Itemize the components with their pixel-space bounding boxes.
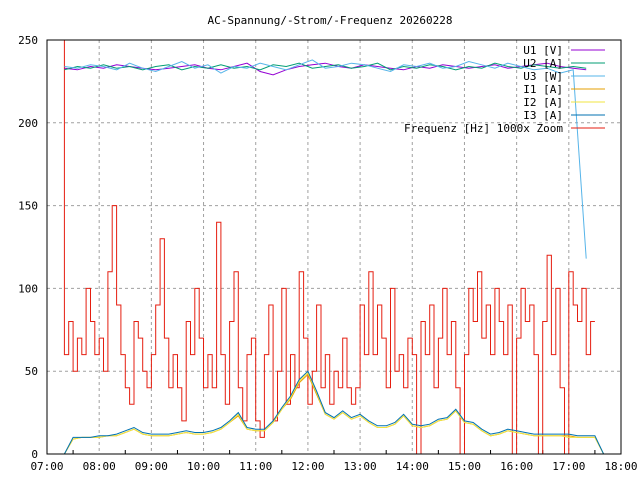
x-tick-labels: 07:00 08:00 09:00 10:00 11:00 12:00 13:00 14:00… xyxy=(30,460,637,473)
chart-title: AC-Spannung/-Strom/-Frequenz 20260228 xyxy=(207,14,452,27)
legend-label: U1 [V] xyxy=(523,44,563,57)
x-tick-label: 18:00 xyxy=(604,460,637,473)
y-tick-label: 250 xyxy=(18,34,38,47)
y-tick-label: 100 xyxy=(18,282,38,295)
x-tick-label: 17:00 xyxy=(552,460,585,473)
x-tick-label: 09:00 xyxy=(135,460,168,473)
x-tick-label: 13:00 xyxy=(344,460,377,473)
x-tick-label: 08:00 xyxy=(83,460,116,473)
plot-lines xyxy=(63,40,605,455)
legend-label: I2 [A] xyxy=(523,96,563,109)
series-line-5 xyxy=(63,370,605,455)
y-tick-label: 150 xyxy=(18,200,38,213)
legend-label: I1 [A] xyxy=(523,83,563,96)
legend-label: U3 [W] xyxy=(523,70,563,83)
y-tick-labels: 0 50 100 150 200 250 xyxy=(18,34,38,461)
legend-label: I3 [A] xyxy=(523,109,563,122)
y-tick-label: 0 xyxy=(31,448,38,461)
x-tick-label: 11:00 xyxy=(239,460,272,473)
series-line-6 xyxy=(63,40,595,455)
series-line-2 xyxy=(64,59,587,259)
legend: U1 [V]U2 [A]U3 [W]I1 [A]I2 [A]I3 [A]Freq… xyxy=(404,44,605,135)
legend-label: U2 [A] xyxy=(523,57,563,70)
y-tick-label: 200 xyxy=(18,117,38,130)
plot-border xyxy=(46,39,622,455)
x-tick-label: 10:00 xyxy=(187,460,220,473)
x-tick-label: 07:00 xyxy=(30,460,63,473)
y-tick-label: 50 xyxy=(25,365,38,378)
series-line-1 xyxy=(64,62,587,71)
series-line-0 xyxy=(64,62,587,76)
series-line-4 xyxy=(63,372,605,455)
legend-label: Frequenz [Hz] 1000x Zoom xyxy=(404,122,563,135)
x-tick-label: 12:00 xyxy=(291,460,324,473)
x-tick-label: 14:00 xyxy=(396,460,429,473)
x-tick-label: 15:00 xyxy=(448,460,481,473)
x-tick-label: 16:00 xyxy=(500,460,533,473)
